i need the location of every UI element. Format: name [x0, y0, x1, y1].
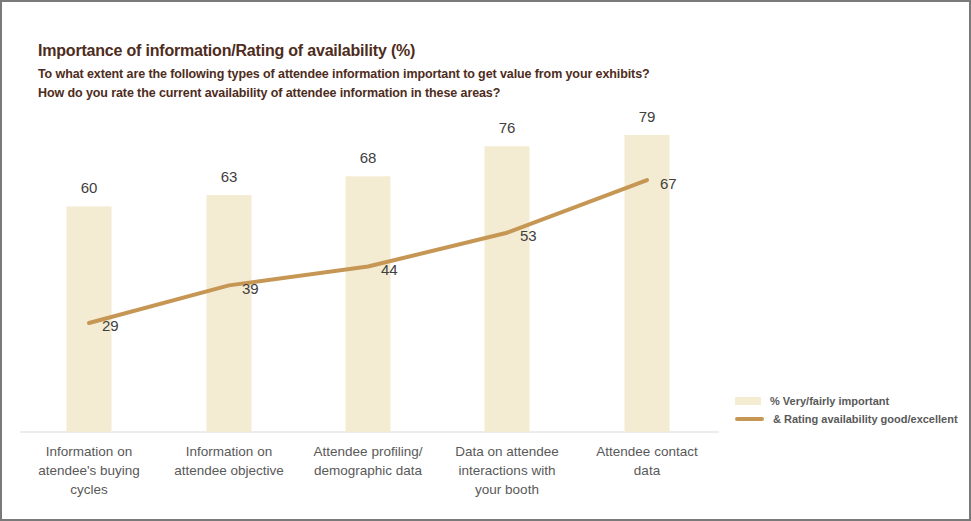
bar-value-label: 63 [221, 168, 238, 185]
line-value-label: 29 [102, 317, 119, 334]
bar-value-label: 79 [639, 108, 656, 125]
line-value-label: 44 [381, 261, 398, 278]
bar-1 [207, 195, 252, 432]
bar-value-label: 60 [81, 179, 98, 196]
bar-swatch-icon [735, 397, 761, 405]
category-label-3: Data on attendeeinteractions withyour bo… [437, 442, 577, 499]
category-label-1: Information onattendee objective [159, 442, 299, 480]
category-label-2: Attendee profiling/demographic data [298, 442, 438, 480]
legend-label: % Very/fairly important [770, 395, 889, 407]
legend-item: % Very/fairly important [735, 395, 958, 407]
bar-value-label: 76 [499, 119, 516, 136]
line-swatch-icon [735, 417, 764, 421]
category-label-4: Attendee contactdata [577, 442, 717, 480]
bar-2 [346, 176, 391, 432]
legend-label: & Rating availability good/excellent [773, 413, 958, 425]
bar-3 [485, 146, 530, 432]
legend-item: & Rating availability good/excellent [735, 413, 958, 425]
category-label-0: Information onatendee's buyingcycles [19, 442, 159, 499]
line-value-label: 39 [242, 280, 259, 297]
chart-panel: Importance of information/Rating of avai… [0, 0, 971, 521]
line-value-label: 53 [520, 227, 537, 244]
line-value-label: 67 [660, 175, 677, 192]
bar-value-label: 68 [360, 149, 377, 166]
chart-legend: % Very/fairly important & Rating availabi… [735, 395, 958, 425]
